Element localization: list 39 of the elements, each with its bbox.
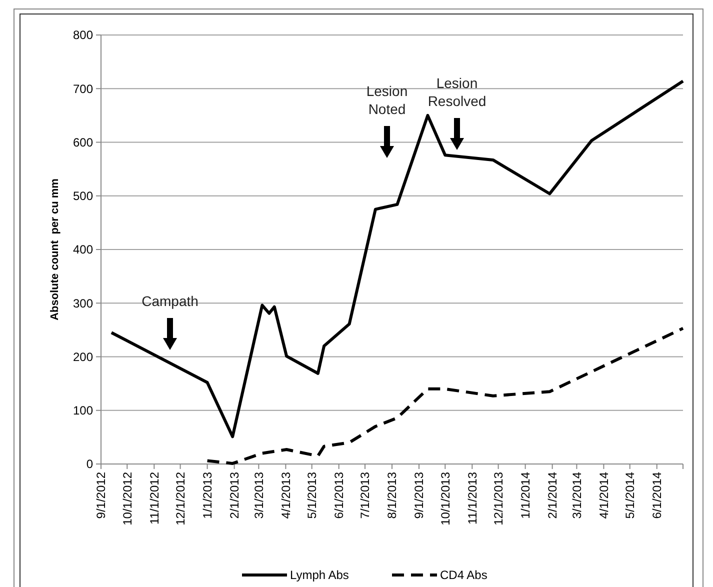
x-tick-label: 2/1/2014: [546, 472, 560, 519]
y-axis-title: Absolute count per cu mm: [49, 178, 61, 320]
annotation: Lesion Noted: [366, 83, 408, 117]
legend-label: CD4 Abs: [440, 568, 488, 582]
x-tick-label: 1/1/2014: [518, 472, 532, 519]
x-tick-label: 5/1/2013: [305, 472, 320, 519]
x-tick-label: 9/1/2013: [412, 472, 426, 519]
y-tick-label: 700: [72, 82, 94, 96]
x-tick-label: 8/1/2013: [385, 472, 400, 519]
line-series: [110, 80, 684, 438]
x-tick-label: 10/1/2012: [120, 472, 134, 526]
y-tick-label: 400: [72, 242, 94, 257]
y-tick-label: 200: [72, 350, 94, 364]
y-tick-label: 0: [86, 457, 94, 472]
x-tick-label: 2/1/2013: [228, 472, 242, 519]
y-tick-label: 600: [72, 135, 94, 150]
annotation: Campath: [142, 293, 198, 309]
x-tick-label: 9/1/2012: [94, 472, 108, 519]
x-tick-label: 3/1/2013: [252, 472, 266, 519]
x-tick-label: 12/1/2012: [173, 472, 188, 526]
y-tick-label: 300: [72, 296, 94, 310]
x-tick-label: 6/1/2014: [650, 472, 664, 519]
x-tick-label: 11/1/2012: [147, 472, 162, 524]
legend-label: Lymph Abs: [290, 568, 349, 582]
y-tick-label: 100: [72, 404, 94, 418]
x-tick-label: 11/1/2013: [465, 472, 480, 524]
x-tick-label: 5/1/2014: [623, 472, 638, 519]
line-series: [206, 326, 684, 465]
x-tick-label: 4/1/2014: [596, 472, 611, 519]
y-tick-label: 500: [72, 189, 94, 204]
x-tick-label: 3/1/2014: [570, 472, 584, 519]
x-tick-label: 4/1/2013: [278, 472, 293, 519]
x-tick-label: 1/1/2013: [200, 472, 214, 519]
annotation: Lesion Resolved: [428, 75, 486, 109]
x-tick-label: 6/1/2013: [332, 472, 346, 519]
y-tick-label: 800: [72, 28, 94, 42]
x-tick-label: 12/1/2013: [491, 472, 506, 526]
x-tick-label: 10/1/2013: [438, 472, 452, 526]
x-tick-label: 7/1/2013: [358, 472, 372, 519]
